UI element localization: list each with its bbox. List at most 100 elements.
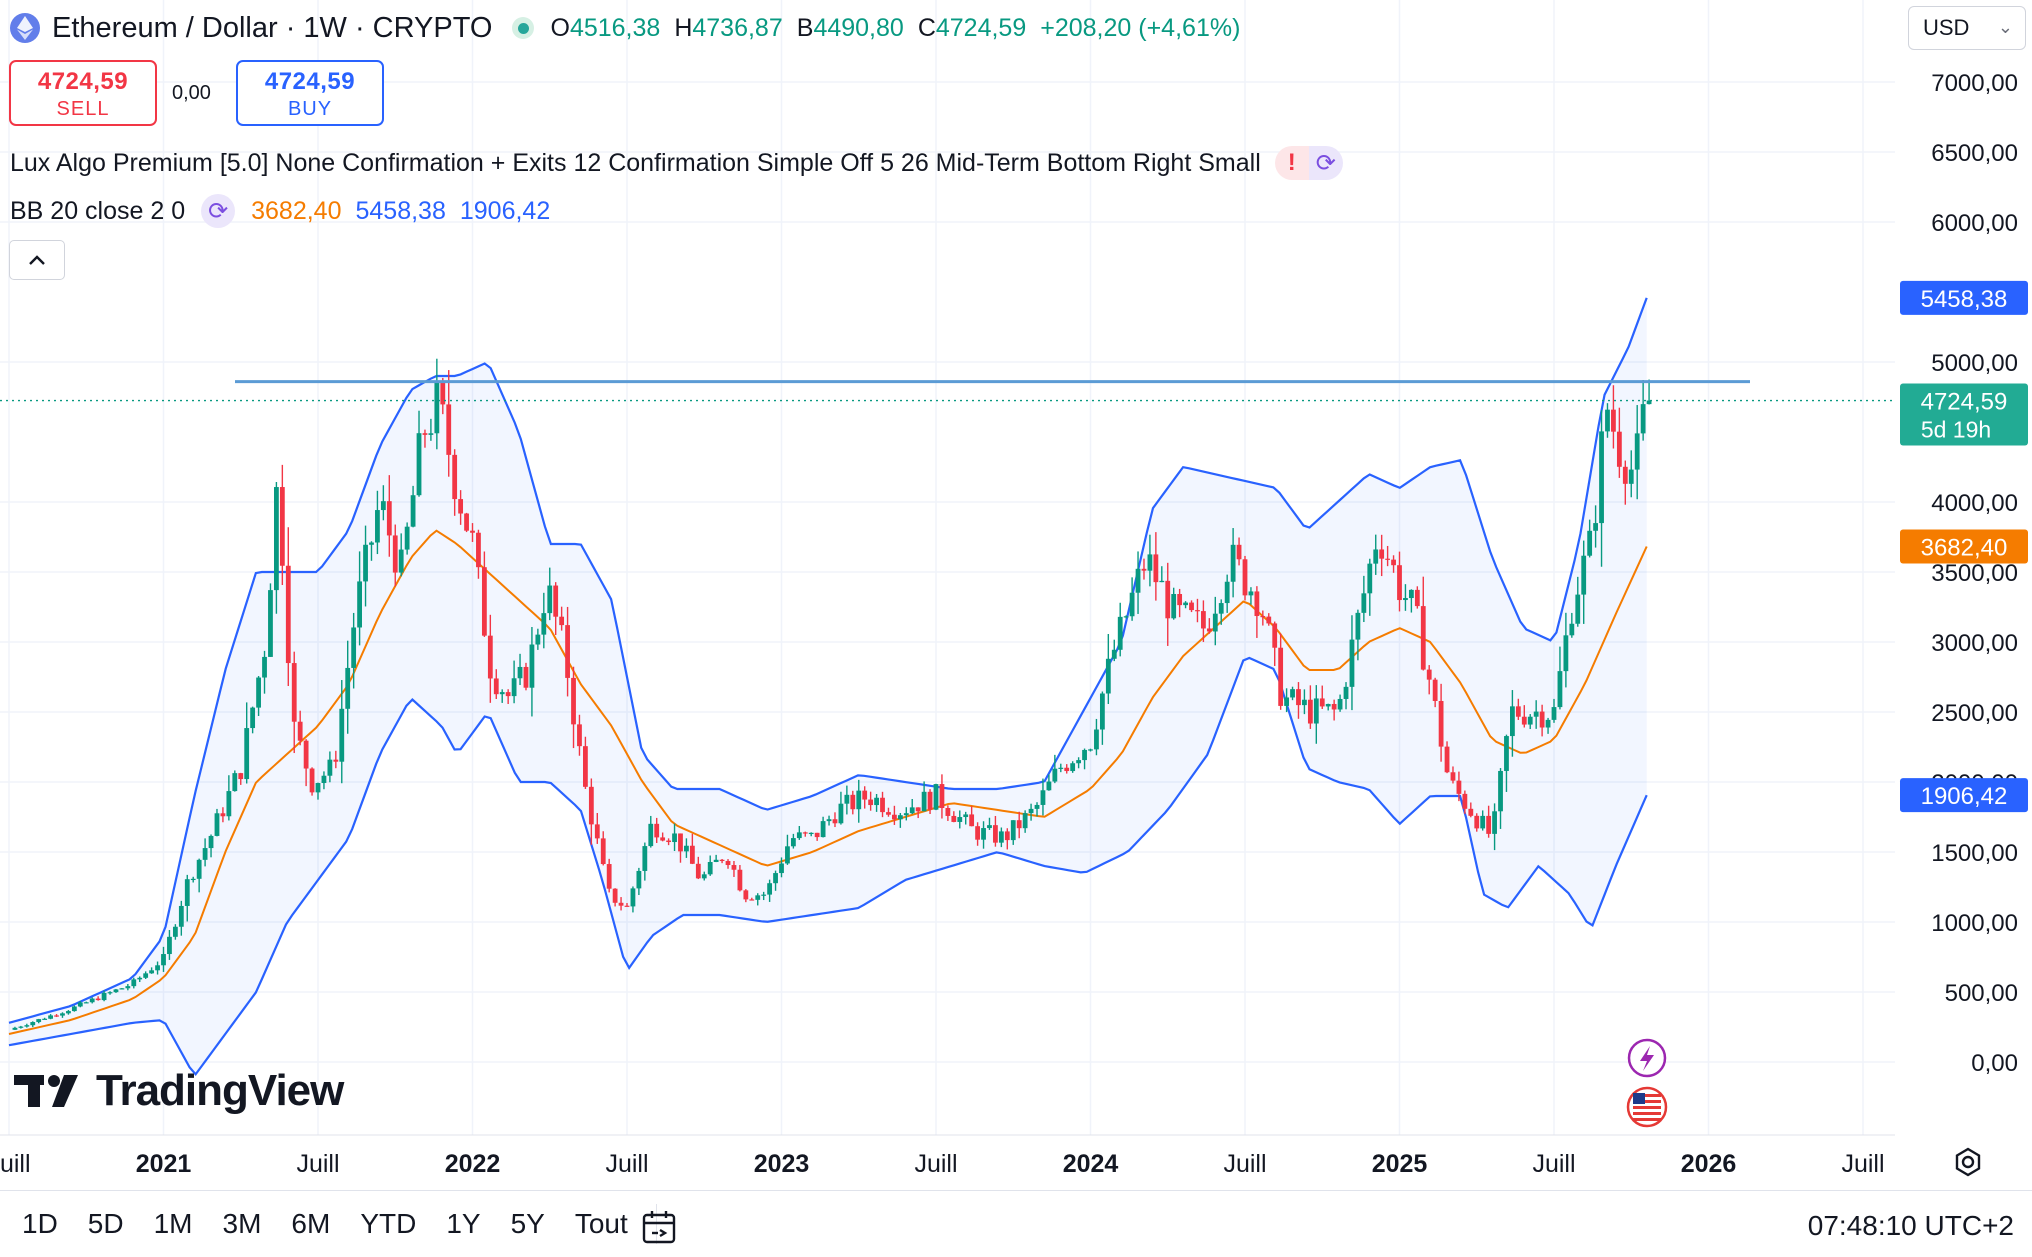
- candle-body: [285, 565, 291, 664]
- candle-body: [535, 634, 541, 645]
- candle: [268, 583, 273, 657]
- open-value: O4516,38: [550, 13, 661, 42]
- candle-body: [511, 678, 517, 697]
- candle-body: [1361, 593, 1367, 613]
- x-tick-label: Juill: [296, 1150, 339, 1178]
- candle: [184, 874, 190, 922]
- chart-grid: [0, 0, 1895, 1135]
- timeframe-1m[interactable]: 1M: [153, 1208, 193, 1239]
- currency-select[interactable]: USD ⌄: [1908, 6, 2026, 50]
- candle-body: [1064, 767, 1070, 772]
- candle: [553, 582, 559, 636]
- indicator-luxalgo[interactable]: Lux Algo Premium [5.0] None Confirmation…: [10, 146, 1343, 180]
- candle: [1504, 734, 1509, 792]
- candle-body: [398, 549, 404, 573]
- tradingview-mark-icon: [14, 1075, 78, 1107]
- candle: [125, 984, 131, 991]
- candle: [380, 485, 386, 521]
- timeframe-ytd[interactable]: YTD: [360, 1208, 417, 1239]
- candle: [1533, 700, 1539, 729]
- bb-sync-icon[interactable]: ⟳: [201, 194, 236, 228]
- candle-body: [963, 814, 969, 818]
- candle: [808, 832, 814, 837]
- candle: [1646, 379, 1652, 405]
- candle: [1260, 610, 1266, 626]
- settings-icon[interactable]: [1952, 1146, 1984, 1178]
- candle: [725, 859, 731, 869]
- candle-body: [921, 791, 927, 812]
- timeframe-5d[interactable]: 5D: [87, 1208, 124, 1239]
- y-tick-label: 500,00: [1945, 980, 2018, 1007]
- candle-body: [481, 567, 487, 636]
- candle: [951, 811, 957, 823]
- candle: [1296, 682, 1301, 719]
- candle-body: [523, 666, 529, 688]
- candle: [618, 897, 624, 911]
- candle-body: [1486, 815, 1492, 834]
- candle-body: [60, 1013, 65, 1016]
- timeframe-6m[interactable]: 6M: [291, 1208, 331, 1239]
- candle-body: [1195, 610, 1200, 612]
- candle-body: [256, 677, 261, 708]
- candle: [404, 522, 410, 555]
- candle-body: [309, 768, 315, 793]
- candle-body: [1599, 431, 1604, 524]
- candle: [606, 858, 612, 893]
- indicator-status-pill[interactable]: ! ⟳: [1274, 146, 1343, 180]
- warning-icon[interactable]: !: [1274, 146, 1309, 180]
- sync-icon[interactable]: ⟳: [1308, 146, 1343, 180]
- candle-body: [1438, 700, 1444, 747]
- candle: [1361, 575, 1367, 623]
- candle: [89, 997, 95, 1004]
- candle-body: [1284, 697, 1289, 706]
- candle: [398, 533, 404, 577]
- buy-button[interactable]: 4724,59 BUY: [236, 60, 384, 126]
- candle-body: [684, 845, 689, 852]
- symbol-title[interactable]: Ethereum / Dollar · 1W · CRYPTO: [52, 11, 493, 44]
- candle-body: [713, 859, 719, 863]
- candle: [1189, 600, 1194, 613]
- candle-body: [767, 883, 773, 895]
- timeframe-tout[interactable]: Tout: [574, 1208, 628, 1239]
- candle-body: [868, 799, 874, 806]
- candle: [274, 481, 279, 614]
- candle: [351, 612, 357, 689]
- calendar-icon[interactable]: [640, 1208, 678, 1246]
- candle-body: [1230, 544, 1236, 582]
- candle-body: [1147, 554, 1153, 571]
- candle: [1337, 694, 1343, 712]
- candle-body: [1343, 686, 1349, 699]
- timeframe-1y[interactable]: 1Y: [446, 1208, 481, 1239]
- candle: [969, 806, 975, 827]
- candle: [1569, 612, 1575, 638]
- candle: [1153, 532, 1159, 601]
- candle: [1545, 717, 1551, 734]
- candle-body: [1539, 711, 1545, 728]
- candle-body: [1527, 716, 1533, 725]
- collapse-legend-button[interactable]: [9, 240, 65, 280]
- candle-body: [1640, 404, 1646, 434]
- candle-body: [1105, 658, 1111, 694]
- candle: [428, 418, 434, 441]
- timeframe-3m[interactable]: 3M: [222, 1208, 262, 1239]
- candle: [202, 838, 208, 867]
- candle: [1129, 577, 1135, 621]
- candle: [1438, 683, 1444, 762]
- sell-price: 4724,59: [37, 68, 129, 95]
- candle: [713, 854, 719, 863]
- candle: [1551, 698, 1557, 723]
- candle-body: [1379, 549, 1385, 559]
- candle-body: [886, 812, 891, 815]
- timeframe-1d[interactable]: 1D: [22, 1208, 58, 1239]
- sell-button[interactable]: 4724,59 SELL: [9, 60, 157, 126]
- close-value: C4724,59: [917, 13, 1027, 42]
- timeframe-5y[interactable]: 5Y: [510, 1208, 545, 1239]
- candle-body: [844, 794, 850, 804]
- y-axis: 0,00500,001000,001500,002000,002500,0030…: [1931, 70, 2018, 1077]
- candle-body: [1046, 781, 1052, 791]
- indicator-bollinger[interactable]: BB 20 close 2 0 ⟳ 3682,40 5458,38 1906,4…: [10, 194, 564, 228]
- candle: [1040, 778, 1046, 816]
- price-chart[interactable]: 0,00500,001000,001500,002000,002500,0030…: [0, 0, 2032, 1190]
- clock[interactable]: 07:48:10 UTC+2: [1807, 1210, 2014, 1241]
